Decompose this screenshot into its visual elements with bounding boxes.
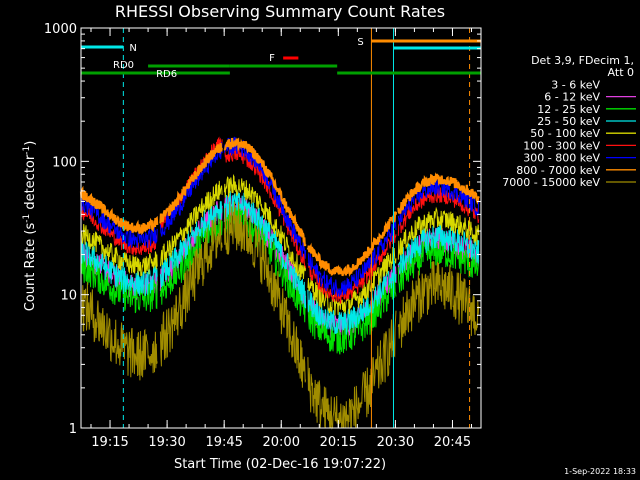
x-axis-label: Start Time (02-Dec-16 19:07:22) xyxy=(174,457,386,472)
legend-label-8: 7000 - 15000 keV xyxy=(502,176,600,189)
x-tick-label-1: 19:30 xyxy=(148,435,185,450)
footer-date: 1-Sep-2022 18:33 xyxy=(564,467,636,476)
night-label: N xyxy=(129,43,136,54)
axes: 19:15 19:30 19:45 20:00 20:15 20:30 20:45 1 10 10… xyxy=(44,22,482,450)
legend-label-4: 50 - 100 keV xyxy=(530,127,600,140)
legend-header-0: Det 3,9, FDecim 1, xyxy=(531,54,634,67)
series-line-4 xyxy=(80,173,480,316)
y-tick-label-0: 1 xyxy=(69,422,77,437)
y-axis-label-sup1: -1 xyxy=(22,214,32,223)
y-tick-label-1: 10 xyxy=(60,289,77,304)
series-line-5 xyxy=(80,136,480,305)
series-line-7 xyxy=(79,137,480,277)
saa-label: S xyxy=(357,37,363,48)
x-tick-label-4: 20:15 xyxy=(320,435,357,450)
y-axis-label: Count Rate (s-1 detector-1) xyxy=(22,141,38,312)
legend-label-1: 6 - 12 keV xyxy=(544,91,600,104)
rd0-label: RD0 xyxy=(113,60,134,71)
x-tick-label-2: 19:45 xyxy=(205,435,242,450)
chart-title: RHESSI Observing Summary Count Rates xyxy=(115,2,445,21)
plot-area xyxy=(79,136,480,430)
flare-label: F xyxy=(269,53,275,64)
legend-label-6: 300 - 800 keV xyxy=(523,152,600,165)
series-line-3 xyxy=(80,190,480,335)
x-tick-label-3: 20:00 xyxy=(263,435,300,450)
y-tick-label-3: 1000 xyxy=(44,22,77,37)
series-line-6 xyxy=(80,136,480,297)
series-line-2 xyxy=(80,203,480,355)
y-axis-label-sup2: -1 xyxy=(22,146,32,155)
series-line-8 xyxy=(80,201,480,430)
legend-label-3: 25 - 50 keV xyxy=(537,115,600,128)
legend-header-1: Att 0 xyxy=(608,66,634,79)
legend-label-5: 100 - 300 keV xyxy=(523,139,600,152)
x-tick-label-0: 19:15 xyxy=(91,435,128,450)
legend-label-7: 800 - 7000 keV xyxy=(516,164,600,177)
x-tick-label-6: 20:45 xyxy=(434,435,471,450)
rd6-label: RD6 xyxy=(156,69,177,80)
legend-label-0: 3 - 6 keV xyxy=(551,78,600,91)
legend-label-2: 12 - 25 keV xyxy=(537,103,600,116)
y-tick-label-2: 100 xyxy=(52,155,77,170)
x-tick-label-5: 20:30 xyxy=(377,435,414,450)
